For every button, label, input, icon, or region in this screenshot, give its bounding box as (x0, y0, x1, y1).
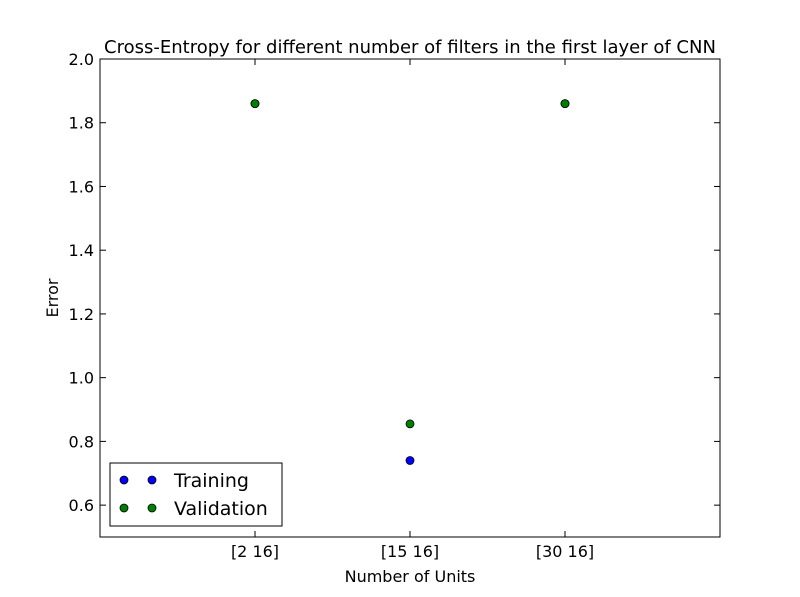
legend-marker-validation (147, 503, 157, 513)
y-tick-label: 0.6 (69, 496, 94, 515)
y-tick-label: 1.2 (69, 305, 94, 324)
y-tick-label: 1.6 (69, 177, 94, 196)
legend-box (109, 462, 283, 527)
y-tick-label: 0.8 (69, 432, 94, 451)
legend: Training Validation (109, 462, 283, 527)
legend-label-validation: Validation (174, 498, 268, 520)
data-point-validation (560, 99, 570, 109)
y-tick-label: 2.0 (69, 50, 94, 69)
y-axis-label: Error (43, 278, 62, 317)
y-tick-label: 1.4 (69, 241, 94, 260)
y-tick-label: 1.8 (69, 114, 94, 133)
legend-marker-validation (119, 503, 129, 513)
legend-marker-training (147, 475, 157, 485)
data-point-training (405, 456, 415, 465)
legend-label-training: Training (173, 470, 249, 492)
x-tick-label: [15 16] (381, 542, 439, 561)
axis-tick-labels: [2 16] [15 16] [30 16] 0.6 0.8 1.0 1.2 1.4 1.6 1.… (69, 50, 595, 561)
y-tick-label: 1.0 (69, 369, 94, 388)
axis-ticks (100, 58, 720, 537)
legend-marker-training (119, 475, 129, 485)
x-tick-label: [30 16] (536, 542, 594, 561)
data-point-validation (405, 419, 415, 429)
chart-title: Cross-Entropy for different number of fi… (104, 37, 716, 58)
x-tick-label: [2 16] (231, 542, 279, 561)
data-points (250, 99, 570, 465)
data-point-validation (250, 99, 260, 109)
x-axis-label: Number of Units (345, 567, 476, 586)
